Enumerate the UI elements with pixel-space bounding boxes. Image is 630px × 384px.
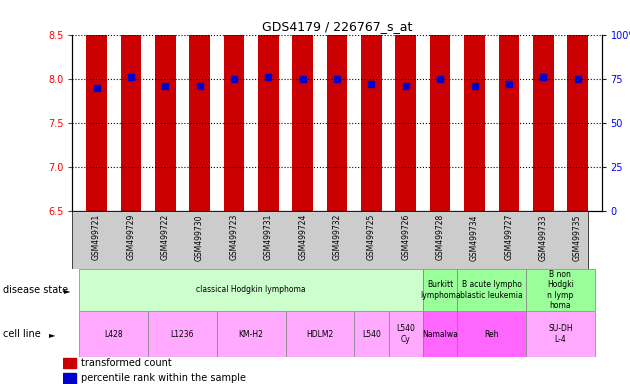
Bar <box>354 311 389 357</box>
Text: GSM499724: GSM499724 <box>298 214 307 260</box>
Bar <box>292 0 313 211</box>
Text: Namalwa: Namalwa <box>422 329 458 339</box>
Text: L428: L428 <box>105 329 123 339</box>
Text: GSM499733: GSM499733 <box>539 214 547 261</box>
Text: GSM499735: GSM499735 <box>573 214 582 261</box>
Text: GSM499730: GSM499730 <box>195 214 204 261</box>
Text: cell line: cell line <box>3 329 41 339</box>
Text: L540: L540 <box>362 329 381 339</box>
Bar <box>285 311 354 357</box>
Text: B non
Hodgki
n lymp
homa: B non Hodgki n lymp homa <box>547 270 574 310</box>
Bar <box>63 373 76 382</box>
Bar <box>389 311 423 357</box>
Bar <box>224 0 244 211</box>
Text: GSM499723: GSM499723 <box>229 214 239 260</box>
Bar <box>327 0 347 211</box>
Bar <box>86 0 107 211</box>
Text: ►: ► <box>64 286 71 295</box>
Text: GSM499729: GSM499729 <box>127 214 135 260</box>
Bar <box>189 0 210 211</box>
Bar <box>464 0 485 211</box>
Text: transformed count: transformed count <box>81 358 171 368</box>
Bar <box>361 0 382 211</box>
Text: Burkitt
lymphoma: Burkitt lymphoma <box>420 280 461 300</box>
Bar <box>567 0 588 211</box>
Bar <box>498 0 519 211</box>
Bar <box>120 0 141 211</box>
Bar <box>79 311 148 357</box>
Bar <box>155 0 176 211</box>
Bar <box>457 311 526 357</box>
Text: GSM499727: GSM499727 <box>505 214 513 260</box>
Bar <box>217 311 285 357</box>
Text: GSM499721: GSM499721 <box>92 214 101 260</box>
Text: classical Hodgkin lymphoma: classical Hodgkin lymphoma <box>197 285 306 295</box>
Bar <box>526 269 595 311</box>
Text: SU-DH
L-4: SU-DH L-4 <box>548 324 573 344</box>
Text: L540
Cy: L540 Cy <box>396 324 415 344</box>
Bar <box>63 359 76 368</box>
Bar <box>457 269 526 311</box>
Text: L1236: L1236 <box>171 329 194 339</box>
Text: GSM499728: GSM499728 <box>435 214 445 260</box>
Bar <box>258 0 278 211</box>
Text: GSM499725: GSM499725 <box>367 214 376 260</box>
Bar <box>430 0 450 211</box>
Text: ►: ► <box>49 330 55 339</box>
Text: HDLM2: HDLM2 <box>306 329 333 339</box>
Text: Reh: Reh <box>484 329 499 339</box>
Text: GSM499734: GSM499734 <box>470 214 479 261</box>
Text: GSM499731: GSM499731 <box>264 214 273 260</box>
Text: GSM499726: GSM499726 <box>401 214 410 260</box>
Text: KM-H2: KM-H2 <box>239 329 263 339</box>
Bar <box>423 269 457 311</box>
Text: percentile rank within the sample: percentile rank within the sample <box>81 373 246 383</box>
Bar <box>79 269 423 311</box>
Bar <box>526 311 595 357</box>
Text: B acute lympho
blastic leukemia: B acute lympho blastic leukemia <box>461 280 523 300</box>
Bar <box>148 311 217 357</box>
Text: GSM499722: GSM499722 <box>161 214 169 260</box>
Bar <box>396 0 416 211</box>
Title: GDS4179 / 226767_s_at: GDS4179 / 226767_s_at <box>262 20 412 33</box>
Text: GSM499732: GSM499732 <box>333 214 341 260</box>
Bar <box>423 311 457 357</box>
Bar <box>533 0 554 211</box>
Text: disease state: disease state <box>3 285 68 295</box>
